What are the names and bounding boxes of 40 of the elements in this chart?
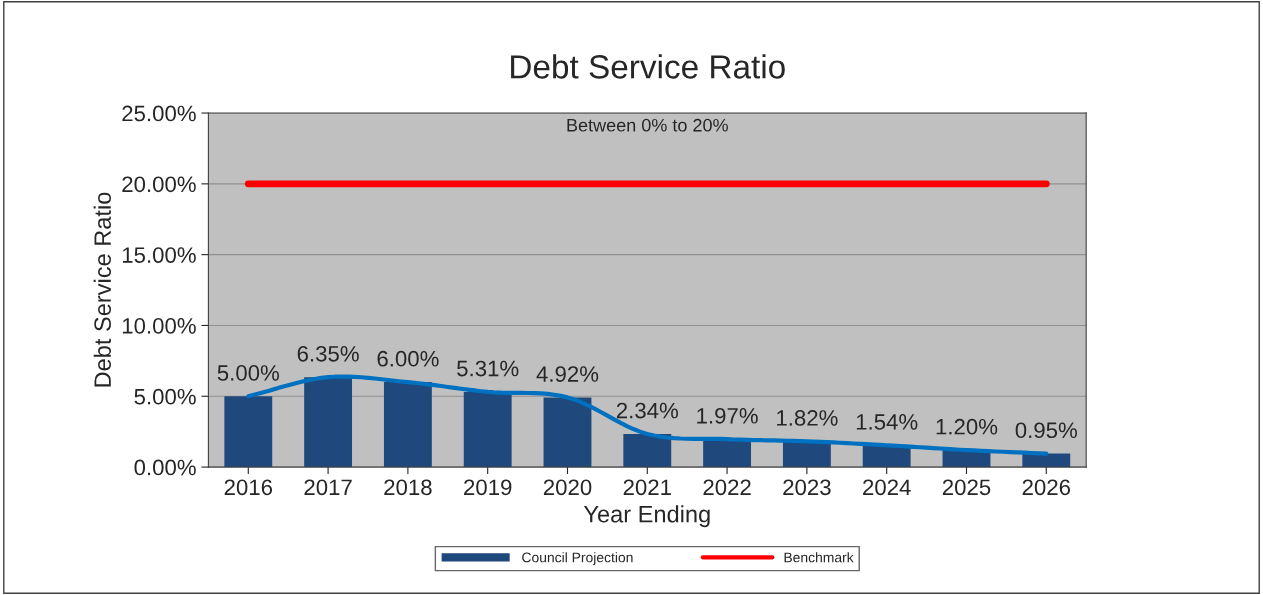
x-tick-label: 2018 [384, 479, 432, 496]
x-tick-label: 2020 [543, 479, 592, 496]
y-tick-label: 10.00% [122, 318, 196, 334]
x-tick-label: 2021 [623, 479, 671, 496]
bar [383, 382, 432, 468]
chart-title: Debt Service Ratio [511, 54, 785, 79]
bar [543, 397, 592, 468]
data-label: 0.95% [1015, 422, 1077, 439]
x-tick-label: 2025 [942, 479, 991, 496]
y-axis-title: Debt Service Ratio [93, 192, 111, 387]
data-label: 1.82% [777, 410, 838, 426]
x-tick-label: 2024 [863, 479, 911, 496]
y-tick-label: 5.00% [134, 388, 196, 405]
x-axis-title: Year Ending [583, 505, 710, 528]
y-tick-label: 20.00% [122, 176, 196, 193]
y-tick-label: 25.00% [122, 105, 196, 122]
x-tick-label: 2016 [224, 479, 273, 496]
y-tick-label: 0.00% [134, 459, 196, 476]
data-label: 4.92% [536, 366, 599, 382]
data-label: 5.00% [217, 365, 280, 381]
bar [463, 391, 512, 468]
legend-label: Council Projection [522, 552, 633, 566]
chart-subtitle: Between 0% to 20% [567, 118, 728, 132]
x-tick-label: 2023 [783, 479, 831, 496]
data-label: 5.31% [457, 360, 519, 377]
bar [623, 433, 672, 468]
x-tick-label: 2019 [464, 479, 512, 496]
data-label: 2.34% [616, 402, 678, 419]
y-tick-label: 15.00% [122, 247, 196, 263]
bar [224, 396, 273, 468]
x-tick-label: 2022 [703, 479, 751, 496]
x-tick-label: 2026 [1022, 479, 1071, 496]
data-label: 1.20% [936, 418, 998, 435]
data-label: 6.35% [297, 345, 359, 362]
bar [304, 377, 353, 468]
data-label: 6.00% [377, 350, 439, 367]
x-tick-label: 2017 [304, 479, 352, 496]
data-label: 1.97% [697, 407, 758, 424]
data-label: 1.54% [856, 414, 918, 430]
legend-label: Benchmark [784, 552, 854, 563]
